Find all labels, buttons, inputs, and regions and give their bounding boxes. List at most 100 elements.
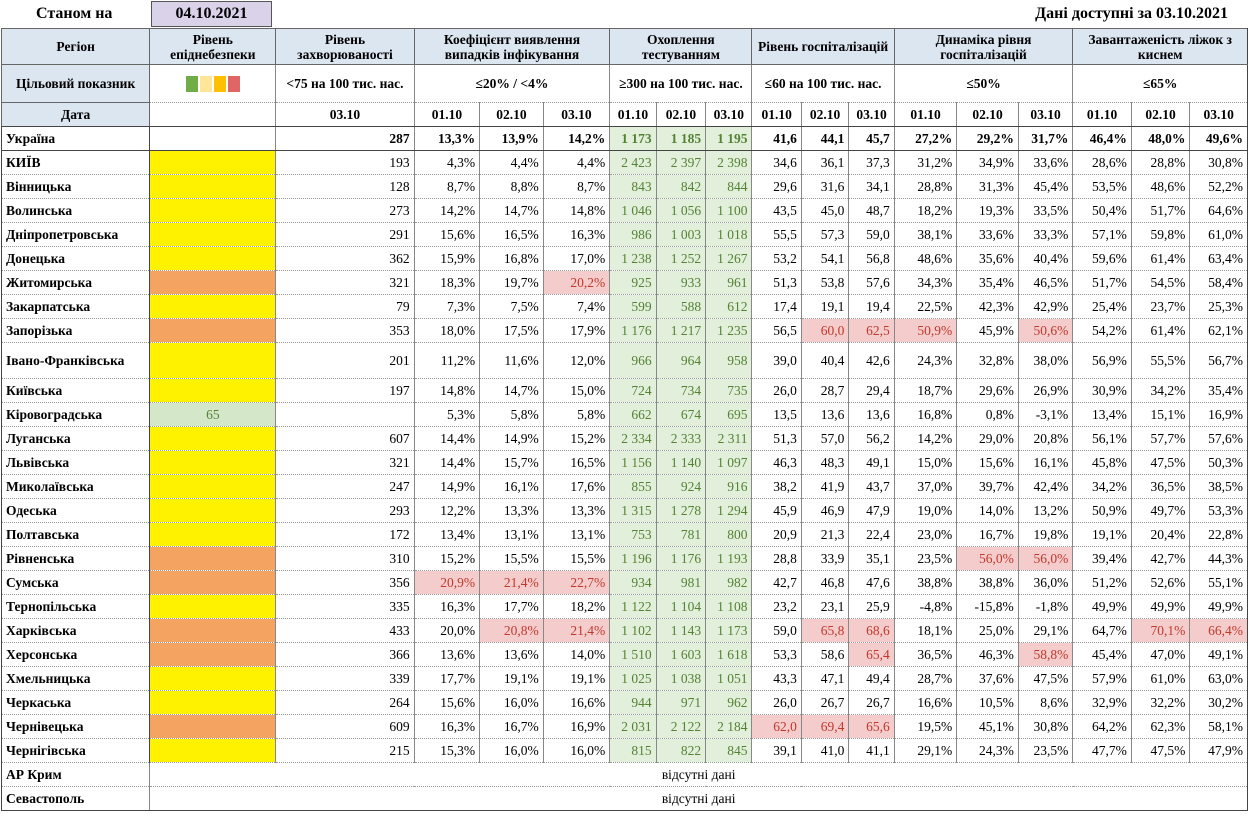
hosp-dyn-value: 29,0% <box>956 426 1019 451</box>
oxygen-value: 66,4% <box>1189 618 1248 643</box>
hosp-value: 13,6 <box>848 402 895 427</box>
testing-value: 1 173 <box>705 618 752 643</box>
testing-value: 842 <box>655 174 706 199</box>
hosp-dyn-value: 15,0% <box>893 450 957 475</box>
testing-value: 1 102 <box>609 618 657 643</box>
region-name: Кіровоградська <box>0 402 150 427</box>
oxygen-value: 15,1% <box>1130 402 1190 427</box>
hosp-dyn-value: 19,5% <box>893 714 957 739</box>
hosp-value: 59,0 <box>848 222 895 247</box>
detection-value: 18,3% <box>413 270 480 295</box>
hosp-value: 41,0 <box>800 738 849 763</box>
testing-value: 724 <box>609 378 657 403</box>
hosp-value: 53,3 <box>751 642 802 667</box>
detection-value: 15,0% <box>542 378 610 403</box>
hosp-dyn-value: 29,2% <box>956 126 1019 151</box>
region-name: Київська <box>0 378 150 403</box>
hosp-value: 45,0 <box>800 198 849 223</box>
hosp-value: 34,1 <box>848 174 895 199</box>
hosp-value: 44,1 <box>800 126 849 151</box>
detection-value: 13,3% <box>542 498 610 523</box>
hosp-dyn-value: 28,8% <box>893 174 957 199</box>
region-name: Дніпропетровська <box>0 222 150 247</box>
hosp-value: 39,1 <box>751 738 802 763</box>
hosp-value: 19,4 <box>848 294 895 319</box>
hosp-value: 48,3 <box>800 450 849 475</box>
region-name: Чернігівська <box>0 738 150 763</box>
testing-value: 982 <box>705 570 752 595</box>
incidence-value: 273 <box>275 198 415 223</box>
hosp-dyn-value: 16,7% <box>956 522 1019 547</box>
detection-value: 14,8% <box>413 378 480 403</box>
hosp-dyn-value: 39,7% <box>956 474 1019 499</box>
detection-value: 11,6% <box>479 342 544 379</box>
hosp-value: 54,1 <box>800 246 849 271</box>
level-cell <box>149 342 276 379</box>
hosp-dyn-value: 31,2% <box>893 150 957 175</box>
testing-value: 1 104 <box>655 594 706 619</box>
oxygen-value: 25,3% <box>1189 294 1248 319</box>
oxygen-value: 30,9% <box>1072 378 1132 403</box>
hosp-value: 42,6 <box>848 342 895 379</box>
oxygen-value: 56,1% <box>1072 426 1132 451</box>
hosp-value: 43,3 <box>751 666 802 691</box>
level-cell <box>149 714 276 739</box>
hosp-dyn-value: 38,8% <box>956 570 1019 595</box>
table-row: Харківська 433 20,0% 20,8% 21,4% 1 102 1 143 1 … <box>0 618 1248 643</box>
date-hosp-3: 03.10 <box>848 102 895 127</box>
hosp-value: 23,1 <box>800 594 849 619</box>
hosp-value: 20,9 <box>751 522 802 547</box>
detection-value: 16,3% <box>542 222 610 247</box>
target-incidence: <75 на 100 тис. нас. <box>275 64 415 103</box>
table-row: Кіровоградська 65 5,3% 5,8% 5,8% 662 674 695 13,… <box>0 402 1248 427</box>
detection-value: 14,2% <box>542 126 610 151</box>
date-hosp-dyn-1: 01.10 <box>893 102 957 127</box>
oxygen-value: 56,7% <box>1189 342 1248 379</box>
hosp-value: 39,0 <box>751 342 802 379</box>
hosp-dyn-value: 8,6% <box>1017 690 1073 715</box>
region-name: Чернівецька <box>0 714 150 739</box>
level-cell <box>149 642 276 667</box>
oxygen-value: 32,2% <box>1130 690 1190 715</box>
region-name: Волинська <box>0 198 150 223</box>
hosp-dyn-value: 45,1% <box>956 714 1019 739</box>
testing-value: 1 603 <box>655 642 706 667</box>
detection-value: 16,0% <box>479 738 544 763</box>
testing-value: 1 217 <box>655 318 706 343</box>
oxygen-value: 45,8% <box>1072 450 1132 475</box>
region-name: Тернопільська <box>0 594 150 619</box>
hosp-value: 68,6 <box>848 618 895 643</box>
table-row: КИЇВ 193 4,3% 4,4% 4,4% 2 423 2 397 2 398 34,6 36… <box>0 150 1248 175</box>
oxygen-value: 47,7% <box>1072 738 1132 763</box>
oxygen-value: 63,0% <box>1189 666 1248 691</box>
oxygen-value: 38,5% <box>1189 474 1248 499</box>
oxygen-value: 30,2% <box>1189 690 1248 715</box>
testing-value: 2 397 <box>655 150 706 175</box>
hosp-value: 47,6 <box>848 570 895 595</box>
oxygen-value: 51,7% <box>1072 270 1132 295</box>
detection-value: 15,2% <box>413 546 480 571</box>
oxygen-value: 47,9% <box>1189 738 1248 763</box>
detection-value: 17,7% <box>479 594 544 619</box>
detection-value: 19,1% <box>479 666 544 691</box>
detection-value: 16,0% <box>479 690 544 715</box>
hosp-value: 58,6 <box>800 642 849 667</box>
hosp-dyn-value: 24,3% <box>956 738 1019 763</box>
testing-value: 1 267 <box>705 246 752 271</box>
detection-value: 8,7% <box>413 174 480 199</box>
region-name: Івано-Франківська <box>0 342 150 379</box>
level-cell <box>149 570 276 595</box>
report-header: Станом на 04.10.2021 Дані доступні за 03… <box>0 0 1250 28</box>
hosp-value: 13,6 <box>800 402 849 427</box>
hosp-value: 49,1 <box>848 450 895 475</box>
level-cell: 65 <box>149 402 276 427</box>
incidence-value: 293 <box>275 498 415 523</box>
detection-value: 7,3% <box>413 294 480 319</box>
hosp-dyn-value: 31,3% <box>956 174 1019 199</box>
hosp-dyn-value: 33,6% <box>956 222 1019 247</box>
testing-value: 1 176 <box>655 546 706 571</box>
testing-value: 588 <box>655 294 706 319</box>
detection-value: 15,3% <box>413 738 480 763</box>
hosp-value: 46,8 <box>800 570 849 595</box>
date-testing-3: 03.10 <box>705 102 752 127</box>
